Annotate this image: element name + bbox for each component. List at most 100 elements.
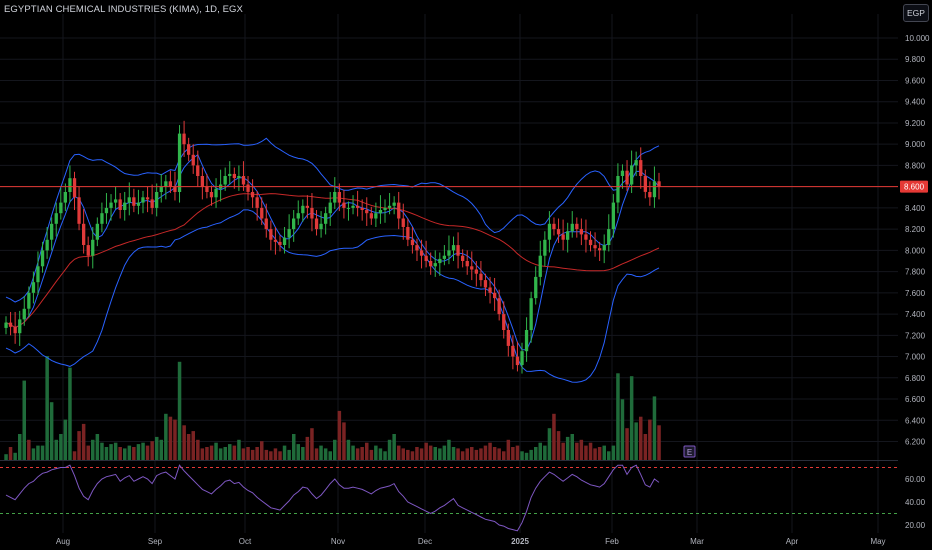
price-axis: 10.000 9.800 9.600 9.400 9.200 9.000 8.800 8.60… <box>0 34 930 447</box>
candle-body <box>474 269 478 274</box>
time-tick-label: Oct <box>239 537 252 546</box>
volume-bar <box>132 447 136 460</box>
volume-bar <box>118 447 122 460</box>
volume-bar <box>552 413 556 460</box>
candle-body <box>451 245 456 251</box>
price-tick-label: 7.400 <box>905 310 926 319</box>
volume-bar <box>506 439 511 460</box>
price-tick-label: 8.800 <box>905 161 926 170</box>
volume-bar <box>629 376 634 460</box>
volume-bar <box>100 442 104 460</box>
volume-bar <box>260 441 264 460</box>
candle-body <box>287 229 291 238</box>
rsi-tick-label: 60.00 <box>905 475 926 484</box>
candle-body <box>250 192 255 198</box>
candle-body <box>314 218 319 230</box>
candle-body <box>611 202 615 230</box>
candle-body <box>123 202 127 210</box>
candle-body <box>187 144 191 155</box>
volume-bar <box>401 448 405 460</box>
volume-bar <box>397 445 401 460</box>
candle-body <box>392 202 396 206</box>
volume-bar <box>13 452 17 460</box>
candle-body <box>374 213 378 219</box>
volume-bar <box>54 439 58 460</box>
candle-body <box>579 229 583 235</box>
volume-bar <box>150 441 154 460</box>
price-tick-label: 9.600 <box>905 76 926 85</box>
time-tick-label: Nov <box>331 537 345 546</box>
volume-bar <box>657 425 661 460</box>
candle-body <box>214 188 218 198</box>
candle-body <box>269 229 273 240</box>
volume-bar <box>547 428 552 460</box>
candle-body <box>447 250 451 256</box>
candle-body <box>18 319 22 334</box>
volume-bar <box>442 445 447 460</box>
candle-body <box>625 170 629 185</box>
currency-button[interactable]: EGP <box>903 4 929 22</box>
candle-body <box>328 202 332 214</box>
volume-bar <box>27 439 31 460</box>
candle-body <box>100 213 104 224</box>
volume-bar <box>68 367 72 460</box>
candle-body <box>643 176 647 192</box>
candle-body <box>456 245 460 256</box>
volume-bar <box>561 442 565 460</box>
candle-body <box>278 241 282 246</box>
volume-bar <box>205 447 209 460</box>
candle-body <box>378 210 383 214</box>
price-tick-label: 6.200 <box>905 438 926 447</box>
volume-bar <box>387 439 392 460</box>
candle-body <box>177 133 182 192</box>
candle-body <box>401 218 405 227</box>
candle-body <box>488 287 492 293</box>
candle-body <box>173 186 177 192</box>
candle-body <box>164 181 168 187</box>
volume-bar <box>616 373 620 460</box>
volume-bar <box>296 444 300 460</box>
volume-bar <box>200 448 205 460</box>
volume-bar <box>383 451 387 460</box>
candle-body <box>273 239 278 242</box>
candle-body <box>82 223 86 245</box>
volume-bar <box>113 442 118 460</box>
candle-body <box>552 223 556 230</box>
volume-bar <box>346 439 351 460</box>
candle-body <box>648 192 652 198</box>
time-tick-label: Aug <box>56 537 70 546</box>
volume-bar <box>333 439 337 460</box>
candle-body <box>433 263 437 267</box>
candle-body <box>13 326 17 334</box>
candle-body <box>497 298 501 315</box>
volume-bar <box>314 448 319 460</box>
volume-bar <box>433 447 437 460</box>
price-tick-label: 9.200 <box>905 119 926 128</box>
candle-body <box>356 205 360 208</box>
volume-bar <box>337 410 342 460</box>
candle-body <box>442 255 446 259</box>
volume-bars <box>4 356 661 460</box>
volume-bar <box>511 447 515 460</box>
volume-bar <box>648 419 652 460</box>
candle-body <box>118 199 122 210</box>
volume-bar <box>406 449 410 460</box>
volume-bar <box>141 442 145 460</box>
earnings-marker[interactable]: E <box>683 445 696 458</box>
price-tick-label: 8.200 <box>905 225 926 234</box>
candle-body <box>282 237 287 245</box>
candle-body <box>543 239 547 256</box>
volume-bar <box>520 451 524 460</box>
volume-bar <box>392 434 396 460</box>
volume-bar <box>159 439 163 460</box>
candle-body <box>205 186 209 192</box>
candle-body <box>305 205 309 208</box>
volume-bar <box>214 442 218 460</box>
candle-body <box>406 227 410 240</box>
candle-body <box>429 261 433 267</box>
volume-bar <box>524 452 529 460</box>
volume-bar <box>86 445 90 460</box>
candle-body <box>351 205 355 208</box>
volume-bar <box>579 439 584 460</box>
